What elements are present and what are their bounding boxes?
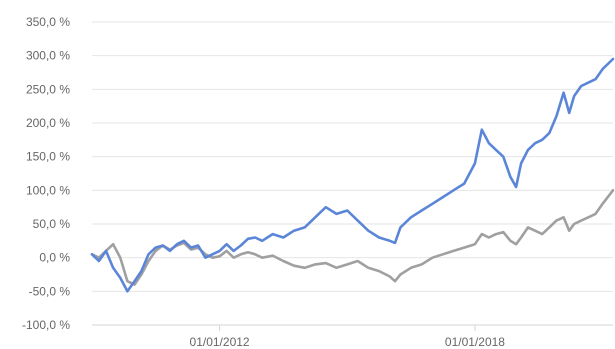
series-line-grey bbox=[90, 189, 615, 286]
grid-lines bbox=[92, 21, 613, 326]
y-tick-label: -100,0 % bbox=[22, 318, 70, 332]
series-line-blue bbox=[90, 57, 615, 293]
y-tick-label: 350,0 % bbox=[26, 15, 70, 29]
x-tick-label: 01/01/2012 bbox=[190, 335, 250, 349]
y-tick-label: 200,0 % bbox=[26, 116, 70, 130]
y-tick-label: 250,0 % bbox=[26, 82, 70, 96]
y-tick-label: 150,0 % bbox=[26, 150, 70, 164]
y-tick-label: 100,0 % bbox=[26, 183, 70, 197]
y-tick-label: -50,0 % bbox=[29, 284, 71, 298]
y-tick-label: 0,0 % bbox=[39, 251, 70, 265]
series-lines bbox=[90, 57, 615, 293]
y-tick-label: 300,0 % bbox=[26, 49, 70, 63]
x-tick-label: 01/01/2018 bbox=[445, 335, 505, 349]
y-axis-ticks: -100,0 % -50,0 % 0,0 % 50,0 % 100,0 % 150,0 %… bbox=[22, 15, 70, 332]
x-axis: 01/01/2012 01/01/2018 bbox=[92, 324, 613, 349]
y-tick-label: 50,0 % bbox=[33, 217, 71, 231]
